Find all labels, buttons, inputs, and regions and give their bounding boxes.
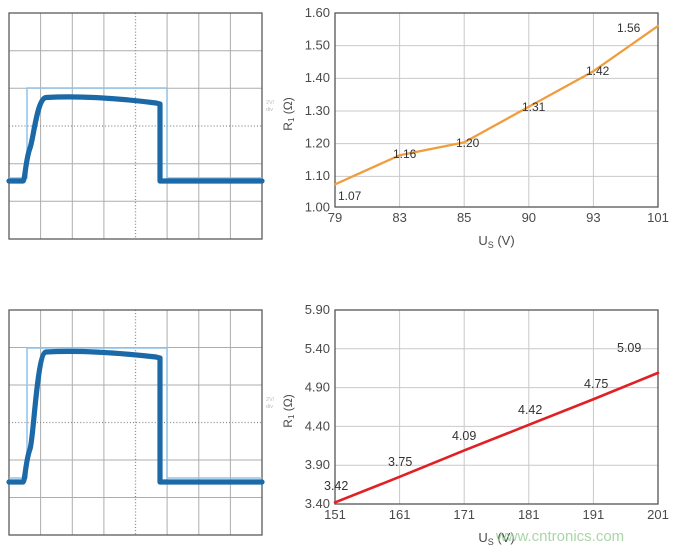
svg-text:171: 171 (453, 507, 475, 522)
svg-text:1.50: 1.50 (305, 38, 330, 53)
svg-text:3.75: 3.75 (388, 455, 412, 469)
svg-text:85: 85 (457, 210, 471, 225)
svg-text:2V/: 2V/ (266, 397, 275, 403)
svg-text:1.20: 1.20 (456, 136, 480, 150)
svg-text:101: 101 (647, 210, 669, 225)
svg-text:1.42: 1.42 (586, 64, 610, 78)
svg-text:181: 181 (518, 507, 540, 522)
svg-text:5.90: 5.90 (305, 302, 330, 317)
svg-text:1.30: 1.30 (305, 103, 330, 118)
svg-text:4.42: 4.42 (518, 403, 542, 417)
svg-text:5.40: 5.40 (305, 341, 330, 356)
svg-text:1.56: 1.56 (617, 21, 641, 35)
svg-text:1.00: 1.00 (305, 200, 330, 215)
svg-text:4.75: 4.75 (584, 377, 608, 391)
svg-text:1.10: 1.10 (305, 168, 330, 183)
svg-text:3.90: 3.90 (305, 457, 330, 472)
svg-text:1.31: 1.31 (522, 100, 546, 114)
svg-text:1.60: 1.60 (305, 5, 330, 20)
svg-text:161: 161 (389, 507, 411, 522)
svg-text:5.09: 5.09 (617, 341, 641, 355)
svg-text:1.20: 1.20 (305, 136, 330, 151)
svg-text:3.42: 3.42 (324, 479, 348, 493)
svg-text:83: 83 (392, 210, 406, 225)
svg-text:div: div (266, 107, 273, 113)
svg-text:4.40: 4.40 (305, 418, 330, 433)
svg-text:90: 90 (522, 210, 536, 225)
svg-text:79: 79 (328, 210, 342, 225)
svg-text:4.90: 4.90 (305, 380, 330, 395)
svg-text:4.09: 4.09 (452, 429, 476, 443)
svg-text:191: 191 (583, 507, 605, 522)
svg-text:1.40: 1.40 (305, 70, 330, 85)
svg-text:R1 (Ω): R1 (Ω) (281, 394, 296, 427)
svg-text:www.cntronics.com: www.cntronics.com (495, 528, 624, 545)
svg-text:93: 93 (586, 210, 600, 225)
svg-text:1.07: 1.07 (338, 189, 362, 203)
svg-text:R1 (Ω): R1 (Ω) (281, 97, 296, 130)
svg-text:1.16: 1.16 (393, 147, 417, 161)
svg-text:div: div (266, 404, 273, 410)
svg-text:2V/: 2V/ (266, 100, 275, 106)
svg-text:US (V): US (V) (478, 233, 514, 250)
svg-text:201: 201 (647, 507, 669, 522)
svg-text:151: 151 (324, 507, 346, 522)
